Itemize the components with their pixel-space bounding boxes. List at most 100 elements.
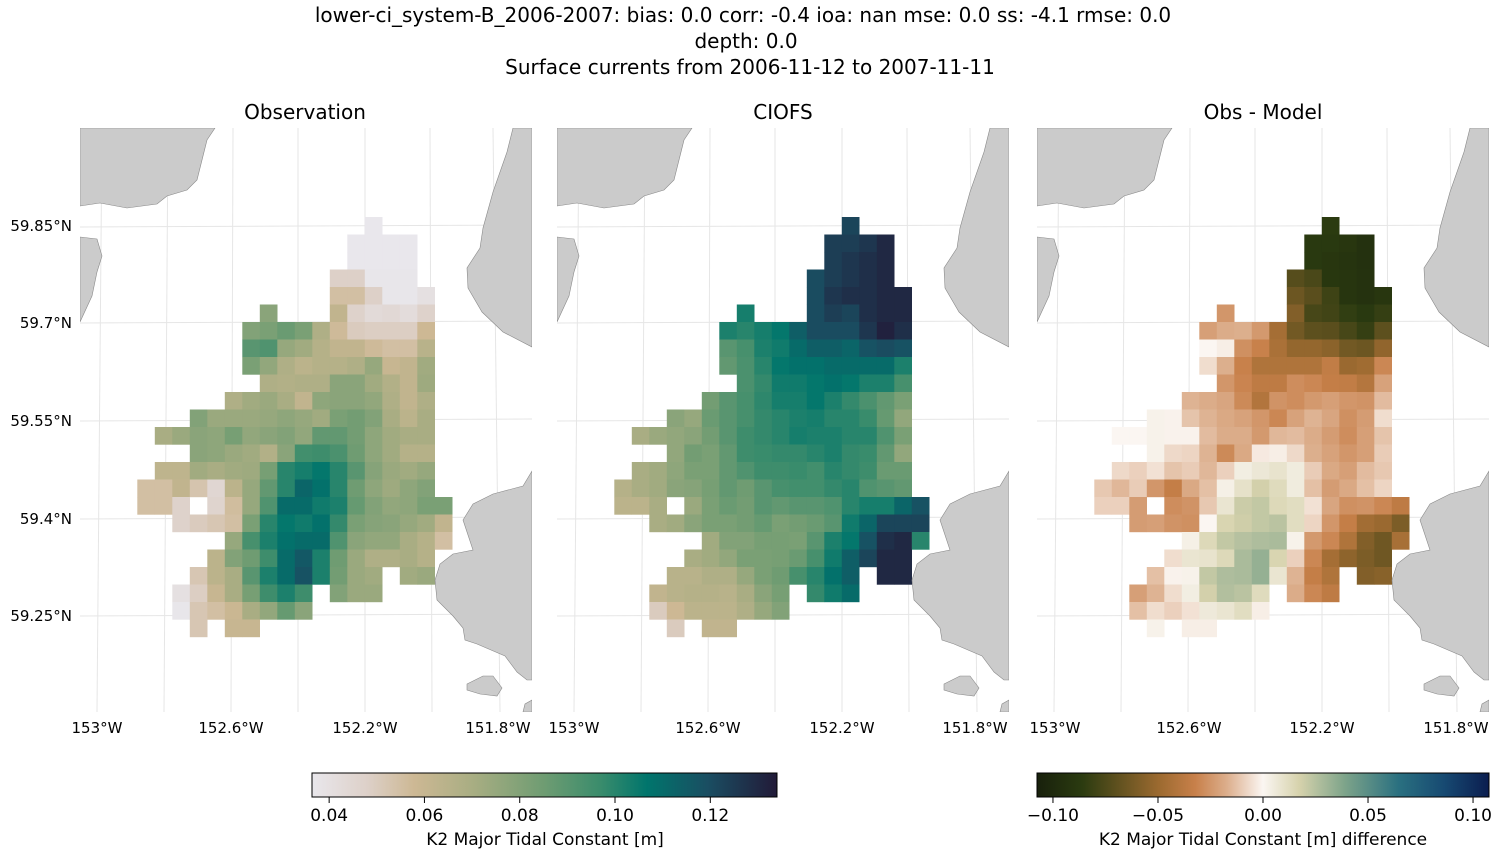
observation-cell (417, 392, 435, 410)
lon-label: 151.8°W (942, 719, 1007, 737)
model-cell (771, 409, 790, 428)
difference-cell (1181, 462, 1200, 480)
observation-cell (399, 392, 418, 410)
model-cell (789, 357, 807, 375)
difference-cell (1321, 234, 1340, 253)
model-cell (824, 392, 842, 410)
model-cell (859, 409, 877, 428)
model-cell (684, 462, 702, 480)
difference-cell (1339, 532, 1357, 550)
observation-cell (382, 497, 400, 515)
difference-cell (1199, 427, 1217, 445)
model-cell (754, 602, 772, 620)
difference-cell (1164, 497, 1182, 515)
difference-cell (1391, 514, 1410, 533)
observation-cell (364, 497, 383, 515)
observation-cell (294, 479, 313, 498)
difference-cell (1339, 462, 1357, 480)
observation-cell (399, 357, 418, 375)
difference-cell (1129, 497, 1147, 515)
observation-cell (347, 269, 365, 288)
difference-cell (1269, 532, 1287, 550)
difference-cell (1391, 532, 1410, 550)
difference-cell (1269, 339, 1287, 358)
difference-cell (1216, 304, 1235, 323)
difference-cell (1286, 514, 1305, 533)
model-cell (701, 532, 720, 550)
difference-cell (1374, 409, 1392, 428)
model-cell (666, 409, 685, 428)
observation-cell (259, 374, 278, 393)
observation-cell (294, 497, 313, 515)
difference-cell (1374, 497, 1392, 515)
model-cell (649, 514, 667, 533)
model-cell (719, 514, 737, 533)
observation-cell (312, 427, 330, 445)
longitude-labels: 153°W 152.6°W 152.2°W 151.8°W 153°W 152.… (72, 719, 1489, 737)
difference-cell (1181, 427, 1200, 445)
model-cell (824, 287, 842, 305)
difference-cell (1199, 479, 1217, 498)
difference-cell (1269, 462, 1287, 480)
difference-cell (1269, 322, 1287, 340)
observation-cell (259, 357, 278, 375)
model-cell (859, 339, 877, 358)
model-cell (701, 392, 720, 410)
observation-cell (242, 532, 260, 550)
difference-cell (1234, 514, 1252, 533)
difference-cell (1199, 549, 1217, 568)
observation-cell (382, 339, 400, 358)
meridian-line (1120, 128, 1126, 712)
difference-cell (1321, 549, 1340, 568)
model-cell (736, 462, 755, 480)
difference-cell (1356, 269, 1375, 288)
difference-cell (1339, 514, 1357, 533)
model-cell (841, 252, 860, 270)
difference-cell (1094, 479, 1112, 498)
parallel-line (557, 224, 1009, 228)
difference-cell (1164, 409, 1182, 428)
model-cell (806, 322, 825, 340)
observation-cell (399, 514, 418, 533)
observation-cell (242, 462, 260, 480)
observation-cell (364, 217, 383, 235)
observation-cell (347, 322, 365, 340)
difference-cell (1234, 497, 1252, 515)
difference-cell (1339, 234, 1357, 253)
difference-cell (1216, 549, 1235, 568)
observation-cell (364, 252, 383, 270)
model-cell (841, 497, 860, 515)
colorbar-tick-label: 0.08 (501, 806, 539, 826)
model-cell (789, 497, 807, 515)
heatmap-cells (1094, 217, 1410, 638)
model-cell (684, 549, 702, 568)
lat-label: 59.25°N (10, 607, 72, 625)
model-cell (789, 479, 807, 498)
observation-cell (329, 322, 348, 340)
lon-label: 153°W (72, 719, 123, 737)
difference-cell (1286, 322, 1305, 340)
lon-label: 152.6°W (1156, 719, 1221, 737)
observation-cell (242, 549, 260, 568)
difference-cell (1339, 252, 1357, 270)
observation-cell (242, 409, 260, 428)
model-cell (771, 602, 790, 620)
model-cell (824, 427, 842, 445)
observation-cell (154, 479, 173, 498)
observation-cell (277, 374, 295, 393)
observation-cell (189, 567, 208, 585)
difference-cell (1251, 462, 1270, 480)
model-cell (876, 304, 895, 323)
model-cell (824, 234, 842, 253)
model-cell (859, 252, 877, 270)
observation-cell (137, 479, 155, 498)
observation-cell (172, 462, 190, 480)
map-panel-model (557, 128, 1009, 712)
colorbar-tick-label: 0.04 (310, 806, 348, 826)
observation-cell (312, 409, 330, 428)
model-cell (666, 567, 685, 585)
difference-cell (1181, 409, 1200, 428)
difference-cell (1111, 479, 1130, 498)
observation-cell (189, 479, 208, 498)
difference-cell (1374, 287, 1392, 305)
